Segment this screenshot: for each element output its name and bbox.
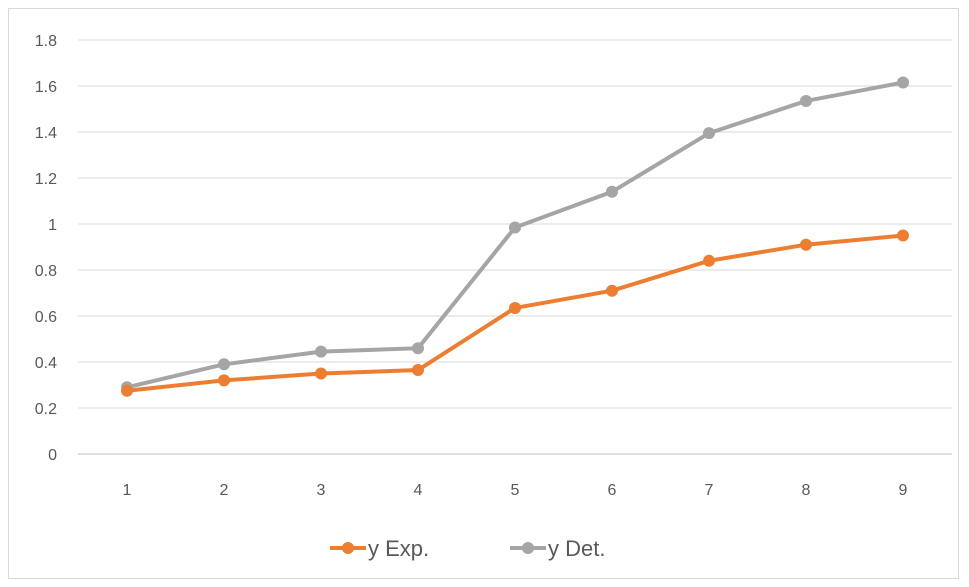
legend-marker: [342, 542, 354, 554]
x-axis-labels: 1 2 3 4 5 6 7 8 9: [123, 482, 908, 499]
x-tick-label: 2: [220, 482, 229, 499]
data-point: [606, 185, 618, 198]
y-tick-label: 1.8: [35, 33, 57, 50]
x-tick-label: 8: [802, 482, 811, 499]
legend-marker: [522, 542, 534, 554]
data-point: [606, 284, 618, 297]
y-tick-label: 0.8: [35, 263, 57, 280]
data-point: [509, 221, 521, 234]
y-tick-label: 0.4: [35, 355, 57, 372]
x-tick-label: 3: [317, 482, 326, 499]
y-tick-label: 1.4: [35, 125, 57, 142]
data-point: [121, 384, 133, 397]
y-tick-label: 0.2: [35, 401, 57, 418]
y-tick-label: 0.6: [35, 309, 57, 326]
data-point: [800, 238, 812, 251]
data-point: [315, 367, 327, 380]
legend-label: y Det.: [548, 536, 605, 561]
x-tick-label: 7: [705, 482, 714, 499]
data-point: [703, 127, 715, 140]
y-tick-label: 1.2: [35, 171, 57, 188]
data-point: [703, 254, 715, 267]
x-tick-label: 1: [123, 482, 132, 499]
data-point: [800, 94, 812, 107]
data-point: [897, 76, 909, 89]
legend-label: y Exp.: [368, 536, 429, 561]
plot-area: [121, 76, 909, 397]
y-tick-label: 0: [48, 447, 57, 464]
series-line: [125, 80, 905, 390]
data-point: [218, 358, 230, 371]
x-tick-label: 5: [511, 482, 520, 499]
legend: y Exp. y Det.: [330, 536, 605, 561]
data-point: [218, 374, 230, 387]
y-tick-label: 1: [48, 217, 57, 234]
data-point: [412, 364, 424, 377]
x-tick-label: 4: [414, 482, 423, 499]
data-point: [509, 301, 521, 314]
data-point: [412, 342, 424, 355]
data-point: [315, 345, 327, 358]
x-tick-label: 6: [608, 482, 617, 499]
y-axis: 0 0.2 0.4 0.6 0.8 1 1.2 1.4 1.6 1.8: [35, 33, 57, 464]
x-tick-label: 9: [899, 482, 908, 499]
data-point: [897, 229, 909, 242]
y-tick-label: 1.6: [35, 79, 57, 96]
